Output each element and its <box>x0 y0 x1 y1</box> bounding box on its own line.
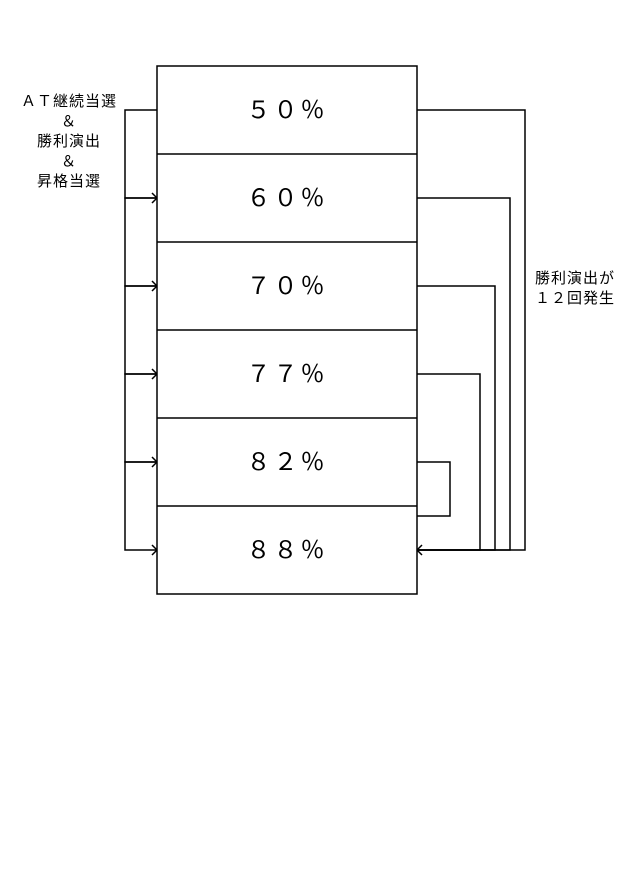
left-label-line: ＡＴ継続当選 <box>21 92 117 110</box>
left-step-arrow <box>125 286 157 374</box>
row-value: ８２％ <box>247 448 328 476</box>
left-label-line: ＆ <box>61 112 77 130</box>
right-bracket <box>417 286 495 550</box>
left-label-line: ＆ <box>61 152 77 170</box>
row-value: ５０％ <box>247 96 328 124</box>
left-label-line: 勝利演出 <box>37 132 101 150</box>
row-value: ８８％ <box>247 536 328 564</box>
diagram-canvas: ５０％ ６０％ ７０％ ７７％ ８２％ ８８％ ＡＴ継続当選 ＆ 勝利演出 ＆ 昇格当選勝利演出が １… <box>0 0 640 883</box>
left-step-arrow <box>125 374 157 462</box>
row-value: ６０％ <box>247 184 328 212</box>
left-label-line: 昇格当選 <box>37 172 101 190</box>
right-label-line: １２回発生 <box>535 289 615 307</box>
row-value: ７７％ <box>247 360 328 388</box>
left-step-arrow <box>125 198 157 286</box>
left-step-arrow <box>125 110 157 198</box>
right-bracket <box>417 110 525 550</box>
right-label-line: 勝利演出が <box>535 269 615 287</box>
left-step-arrow <box>125 462 157 550</box>
row-value: ７０％ <box>247 272 328 300</box>
right-bracket <box>417 462 450 516</box>
